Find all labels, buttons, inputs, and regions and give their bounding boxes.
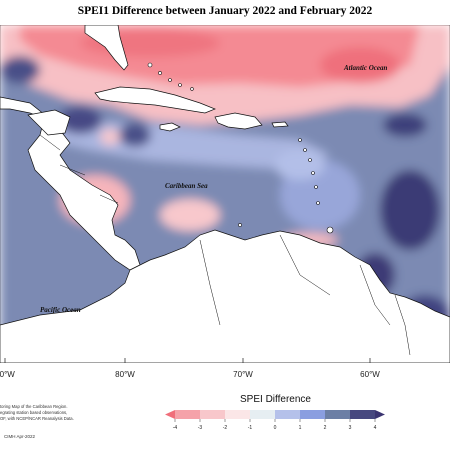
land-hispaniola — [214, 112, 263, 130]
lon-tick-marks — [4, 358, 371, 363]
island-bahamas-3 — [168, 78, 172, 82]
lon-tick-label: 70°W — [233, 370, 253, 379]
border-6 — [359, 264, 391, 326]
island-lesser-1 — [298, 138, 302, 142]
legend-tick-label: -3 — [198, 425, 203, 431]
field-dark-2 — [119, 123, 151, 147]
land-south-america — [0, 229, 450, 363]
legend-tick-label: 4 — [374, 425, 377, 431]
field-dark-1 — [58, 106, 102, 134]
land-puerto-rico — [271, 121, 289, 128]
lon-tick-label: 60°W — [360, 370, 380, 379]
legend-swatch — [225, 410, 250, 419]
label-caribbean-sea: Caribbean Sea — [165, 182, 208, 190]
field-atlantic-red — [320, 47, 400, 83]
legend-tick-label: -1 — [248, 425, 253, 431]
spei-map: Atlantic Ocean Caribbean Sea Pacific Oce… — [0, 25, 450, 363]
label-atlantic-ocean: Atlantic Ocean — [343, 64, 387, 72]
island-bahamas-5 — [190, 87, 194, 91]
legend-swatch — [250, 410, 275, 419]
border-4 — [199, 239, 221, 326]
legend-tick-label: 1 — [299, 425, 302, 431]
island-lesser-6 — [316, 201, 320, 205]
border-7 — [394, 294, 411, 356]
label-pacific-ocean: Pacific Ocean — [40, 306, 81, 314]
field-carib-pink-3 — [100, 129, 120, 145]
borders — [39, 134, 411, 356]
island-trinidad — [326, 226, 334, 234]
legend-swatch — [275, 410, 300, 419]
land-yucatan — [27, 109, 71, 136]
legend-swatch — [175, 410, 200, 419]
legend-swatch — [200, 410, 225, 419]
lon-tick-label: 80°W — [115, 370, 135, 379]
border-1 — [39, 134, 61, 151]
land — [0, 25, 450, 363]
legend-swatch — [325, 410, 350, 419]
legend-swatch — [300, 410, 325, 419]
land-jamaica — [159, 122, 181, 132]
field-dark-3 — [383, 113, 427, 137]
border-3 — [99, 194, 119, 204]
legend-tick-label: 0 — [274, 425, 277, 431]
legend-title: SPEI Difference — [240, 394, 311, 405]
footer-line: OF, with NCEP/NCAR Reanalysis Data. — [0, 416, 74, 421]
legend-arrow-high — [375, 410, 385, 419]
spei-field — [0, 25, 450, 363]
map-title: SPEI1 Difference between January 2022 an… — [77, 5, 373, 17]
legend-arrow-low — [165, 410, 175, 419]
islands — [147, 62, 334, 234]
field-dark-4 — [380, 170, 440, 250]
island-bahamas-4 — [178, 83, 182, 87]
legend-tick-label: 2 — [324, 425, 327, 431]
footer-note: toring Map of the Caribbean Region. egra… — [0, 404, 74, 422]
footer-line: toring Map of the Caribbean Region. — [0, 404, 68, 409]
field-lesser-antilles-light — [275, 150, 325, 180]
border-5 — [279, 234, 331, 296]
field-dark-7 — [0, 56, 40, 84]
footer-line: egrating station based observations, — [0, 410, 68, 415]
lon-tick-label: 80°W — [0, 370, 15, 379]
border-2 — [59, 164, 86, 176]
field-carib-pink-2 — [160, 199, 220, 231]
legend-swatch — [350, 410, 375, 419]
legend-tick-label: -2 — [223, 425, 228, 431]
island-lesser-3 — [308, 158, 312, 162]
credit-text: CIMH Apr-2022 — [4, 434, 36, 439]
legend-tick-label: 3 — [349, 425, 352, 431]
island-lesser-5 — [314, 185, 318, 189]
land-florida — [84, 25, 129, 71]
legend-tick-label: -4 — [173, 425, 178, 431]
legend-colorbar: -4 -3 -2 -1 0 1 2 3 4 — [165, 410, 385, 431]
island-lesser-4 — [311, 171, 315, 175]
island-aruba — [238, 223, 242, 227]
island-bahamas-1 — [147, 62, 153, 68]
land-cuba — [94, 86, 216, 114]
island-bahamas-2 — [158, 71, 162, 75]
island-lesser-2 — [303, 148, 307, 152]
